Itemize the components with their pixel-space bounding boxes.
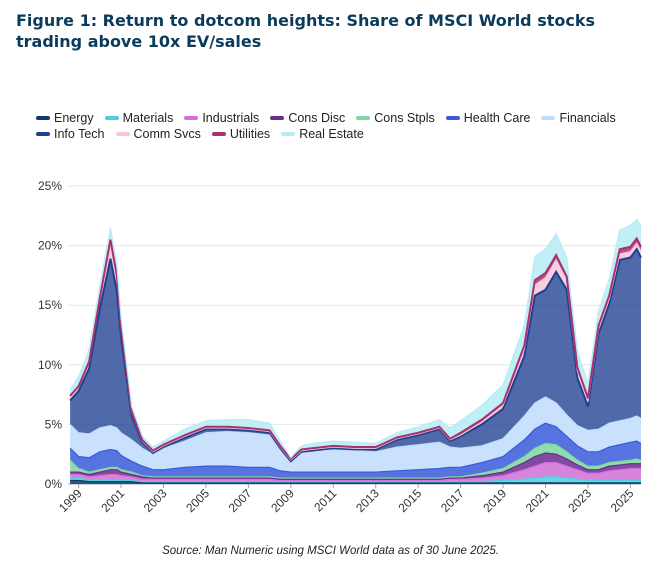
y-tick-label: 25%: [38, 179, 62, 193]
y-tick-label: 20%: [38, 239, 62, 253]
legend-swatch: [36, 115, 50, 120]
area-financials: [70, 396, 642, 473]
area-health-care: [70, 423, 642, 479]
line-cons-stpls: [69, 442, 642, 479]
x-tick-label: 2007: [226, 486, 255, 515]
line-materials: [70, 476, 641, 483]
x-axis: 1999 2001 2003 2005 2007 2009 2011 2013 2015 2017…: [56, 484, 637, 515]
legend-swatch: [36, 131, 50, 136]
source-note: Source: Man Numeric using MSCI World dat…: [162, 545, 499, 557]
line-energy: [70, 479, 641, 484]
legend-item-comm-svcs: Comm Svcs: [115, 126, 201, 141]
series-lines: [69, 218, 642, 484]
legend-item-industrials: Industrials: [184, 110, 259, 125]
x-tick-label: 2023: [565, 486, 594, 515]
y-tick-label: 5%: [45, 417, 63, 431]
legend-item-info-tech: Info Tech: [36, 126, 105, 141]
legend-label: Financials: [559, 110, 616, 125]
x-tick-label: 2009: [268, 486, 297, 515]
x-tick-label: 2013: [353, 486, 382, 515]
legend-item-cons-stpls: Cons Stpls: [356, 110, 435, 125]
legend-swatch: [281, 131, 296, 136]
line-financials: [69, 396, 642, 463]
legend-label: Cons Stpls: [374, 110, 435, 125]
legend-item-financials: Financials: [541, 110, 616, 125]
legend-item-energy: Energy: [36, 110, 94, 125]
y-axis: 0% 5% 10% 15% 20% 25%: [38, 179, 62, 491]
x-tick-label: 2021: [523, 486, 552, 515]
x-tick-label: 2011: [311, 486, 339, 514]
legend-label: Comm Svcs: [133, 126, 201, 141]
legend-row-1: Energy Materials Industrials Cons Disc Cons …: [36, 110, 646, 125]
y-tick-label: 10%: [38, 358, 62, 372]
legend-label: Energy: [54, 110, 94, 125]
line-real-estate: [69, 218, 642, 459]
legend-label: Industrials: [202, 110, 260, 125]
x-tick-label: 2017: [438, 486, 467, 515]
chart-legend: Energy Materials Industrials Cons Disc Cons …: [36, 110, 646, 142]
legend-swatch: [356, 115, 371, 120]
legend-item-materials: Materials: [104, 110, 174, 125]
legend-row-2: Info Tech Comm Svcs Utilities Real Estate: [36, 126, 646, 141]
x-tick-label: 2015: [396, 486, 425, 515]
y-tick-label: 0%: [45, 477, 63, 491]
area-real-estate: [70, 219, 642, 459]
legend-swatch: [115, 131, 130, 136]
legend-label: Real Estate: [299, 126, 364, 141]
x-tick-label: 2003: [141, 486, 170, 515]
x-tick-label: 2005: [183, 486, 212, 515]
legend-item-real-estate: Real Estate: [281, 126, 364, 141]
line-health-care: [69, 422, 642, 473]
area-materials: [70, 476, 642, 483]
legend-item-cons-disc: Cons Disc: [270, 110, 345, 125]
line-info-tech: [69, 247, 642, 463]
x-tick-label: 2001: [98, 486, 127, 515]
legend-label: Info Tech: [54, 126, 105, 141]
legend-label: Health Care: [463, 110, 531, 125]
legend-swatch: [184, 115, 199, 120]
area-cons-stpls: [70, 443, 642, 480]
line-industrials: [70, 461, 641, 482]
legend-swatch: [211, 131, 226, 136]
figure-title: Figure 1: Return to dotcom heights: Shar…: [16, 11, 596, 51]
stacked-area-chart: 0%5%10%15%20%25% 1999 2001 2003 2005 2007 200…: [38, 179, 642, 515]
legend-swatch: [104, 115, 119, 120]
legend-swatch: [270, 115, 285, 120]
area-industrials: [70, 462, 642, 482]
legend-swatch: [445, 115, 460, 120]
legend-label: Cons Disc: [288, 110, 346, 125]
y-tick-label: 15%: [38, 298, 62, 312]
legend-label: Utilities: [229, 126, 271, 141]
x-tick-label: 2019: [480, 486, 509, 515]
x-tick-label: 2025: [608, 486, 637, 515]
legend-item-utilities: Utilities: [211, 126, 271, 141]
line-utilities: [69, 236, 642, 461]
area-info-tech: [70, 249, 642, 462]
legend-item-health-care: Health Care: [445, 110, 531, 125]
area-cons-disc: [70, 453, 642, 481]
line-cons-disc: [70, 452, 641, 480]
legend-swatch: [541, 115, 556, 120]
legend-label: Materials: [122, 110, 174, 125]
